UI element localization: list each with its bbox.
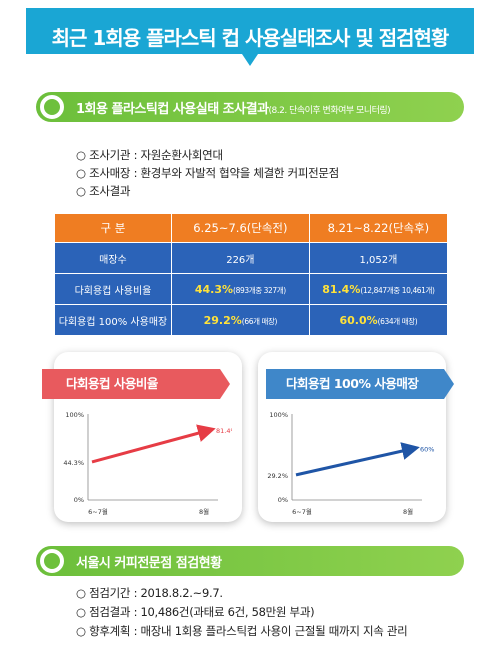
section-title-survey: 1회용 플라스틱컵 사용실태 조사결과(8.2. 단속이후 변화여부 모니터링): [76, 98, 391, 117]
ribbon-fill-stores: [266, 369, 454, 399]
section-header-survey: 1회용 플라스틱컵 사용실태 조사결과(8.2. 단속이후 변화여부 모니터링): [36, 92, 464, 122]
ribbon-shape-ratio: [42, 369, 230, 399]
series-line: [91, 424, 216, 464]
note-after: (634개 매장): [377, 316, 418, 326]
x-tick-label: 8월: [199, 507, 209, 516]
start-value-label: 44.3%: [63, 459, 84, 467]
note-before: (893개중 327개): [233, 285, 286, 295]
series-line: [295, 442, 420, 477]
value-before: 29.2%: [203, 313, 242, 327]
x-tick-label: 6~7월: [292, 507, 312, 516]
cell-after: 81.4%(12,847개중 10,461개): [308, 273, 449, 305]
bullet-period: ○ 점검기간 : 2018.8.2.~9.7.: [76, 586, 223, 600]
start-value-label: 29.2%: [267, 472, 288, 480]
value-before: 44.3%: [194, 282, 234, 296]
title-banner: 최근 1회용 플라스틱 컵 사용실태조사 및 점검현황: [26, 8, 474, 68]
row-label: 다회용컵 100% 사용매장: [54, 304, 172, 336]
bullet-outcome: ○ 점검결과 : 10,486건(과태료 6건, 58만원 부과): [76, 605, 315, 619]
note-before: (66개 매장): [241, 316, 278, 326]
bullet-results: ○ 조사결과: [76, 184, 131, 198]
chart-stores: 100% 0% 29.2% 60% 6~7월 8월: [267, 411, 434, 516]
row-label: 다회용컵 사용비율: [54, 273, 172, 305]
inspection-bullets: ○ 점검기간 : 2018.8.2.~9.7. ○ 점검결과 : 10,486건…: [76, 584, 408, 641]
chart-ratio: 100% 0% 44.3% 81.4% 6~7월 8월: [63, 411, 232, 516]
x-tick-label: 6~7월: [88, 507, 108, 516]
cell-before: 44.3%(893개중 327개): [170, 273, 310, 305]
circle-icon: [40, 95, 64, 119]
header-category: 구 분: [54, 213, 172, 243]
end-value-label: 60%: [420, 445, 434, 453]
row-label: 매장수: [54, 242, 172, 274]
cell-after: 1,052개: [308, 242, 449, 274]
y-tick-max: 100%: [65, 411, 84, 419]
survey-subtitle: (8.2. 단속이후 변화여부 모니터링): [268, 106, 391, 116]
header-before: 6.25~7.6(단속전): [170, 213, 310, 243]
chart-title-stores: 다회용컵 100% 사용매장: [286, 376, 419, 391]
cell-before: 226개: [170, 242, 310, 274]
section-title-inspection: 서울시 커피전문점 점검현황: [76, 556, 222, 571]
table-row: 매장수 226개 1,052개: [54, 242, 449, 274]
section-header-inspection: 서울시 커피전문점 점검현황: [36, 546, 464, 576]
end-value-label: 81.4%: [216, 427, 232, 435]
page-title: 최근 1회용 플라스틱 컵 사용실태조사 및 점검현황: [51, 26, 450, 50]
ribbon-shape-stores: [266, 369, 454, 399]
ribbon-fill-ratio: [42, 369, 230, 399]
table-header-row: 구 분 6.25~7.6(단속전) 8.21~8.22(단속후): [54, 213, 449, 243]
value-after: 81.4%: [322, 282, 361, 296]
y-tick-min: 0%: [74, 496, 84, 504]
banner-shape: [26, 8, 474, 66]
value-after: 60.0%: [339, 313, 378, 327]
survey-table: 구 분 6.25~7.6(단속전) 8.21~8.22(단속후) 매장수 226…: [54, 213, 449, 336]
survey-title: 1회용 플라스틱컵 사용실태 조사결과: [76, 102, 269, 117]
cell-before: 29.2%(66개 매장): [170, 304, 310, 336]
value-before: 226개: [226, 254, 255, 266]
x-tick-label: 8월: [403, 507, 413, 516]
value-after: 1,052개: [359, 254, 398, 266]
bullet-stores: ○ 조사매장 : 환경부와 자발적 협약을 체결한 커피전문점: [76, 166, 339, 180]
y-tick-max: 100%: [269, 411, 288, 419]
survey-bullets: ○ 조사기관 : 자원순환사회연대 ○ 조사매장 : 환경부와 자발적 협약을 …: [76, 146, 339, 200]
bullet-plan: ○ 향후계획 : 매장내 1회용 플라스틱컵 사용이 근절될 때까지 지속 관리: [76, 624, 408, 638]
table-row: 다회용컵 100% 사용매장 29.2%(66개 매장) 60.0%(634개 …: [54, 304, 449, 336]
chart-title-ratio: 다회용컵 사용비율: [66, 376, 158, 391]
table-row: 다회용컵 사용비율 44.3%(893개중 327개) 81.4%(12,847…: [54, 273, 449, 305]
y-tick-min: 0%: [278, 496, 288, 504]
circle-icon: [40, 549, 64, 573]
bullet-agency: ○ 조사기관 : 자원순환사회연대: [76, 148, 223, 162]
cell-after: 60.0%(634개 매장): [308, 304, 449, 336]
header-after: 8.21~8.22(단속후): [308, 213, 449, 243]
note-after: (12,847개중 10,461개): [360, 285, 435, 295]
